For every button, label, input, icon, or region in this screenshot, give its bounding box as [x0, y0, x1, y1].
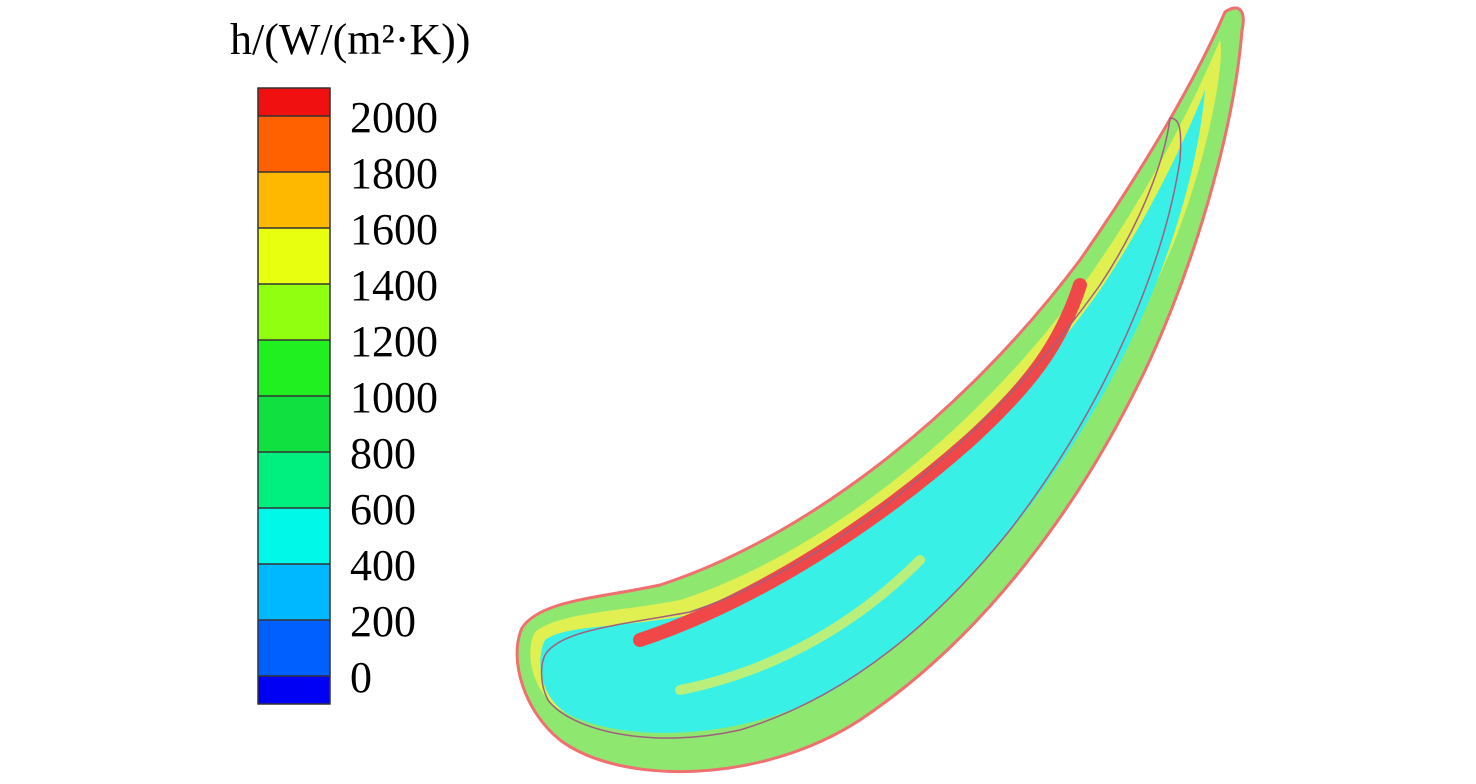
colorbar-tick-label: 1600 — [350, 205, 438, 254]
blade-band-yellow-inner — [675, 555, 925, 695]
colorbar-tick-label: 1200 — [350, 317, 438, 366]
colorbar-tick-label: 600 — [350, 485, 416, 534]
colorbar-segment — [258, 564, 330, 620]
colorbar-segment — [258, 284, 330, 340]
colorbar-segment — [258, 116, 330, 172]
colorbar-segment — [258, 452, 330, 508]
colorbar-segment — [258, 340, 330, 396]
colorbar-title: h/(W/(m²·K)) — [230, 15, 470, 64]
colorbar-segment — [258, 88, 330, 116]
colorbar-tick-label: 1000 — [350, 373, 438, 422]
colorbar-tick-label: 400 — [350, 541, 416, 590]
colorbar-tick-label: 1400 — [350, 261, 438, 310]
colorbar-segment — [258, 228, 330, 284]
colorbar-tick-label: 2000 — [350, 93, 438, 142]
colorbar-segment — [258, 172, 330, 228]
colorbar-tick-label: 200 — [350, 597, 416, 646]
blade-contour — [515, 6, 1245, 774]
colorbar-segment — [258, 620, 330, 676]
colorbar-segment — [258, 396, 330, 452]
colorbar-segment — [258, 508, 330, 564]
blade-outer — [515, 6, 1245, 774]
colorbar-segment — [258, 676, 330, 704]
colorbar-tick-label: 1800 — [350, 149, 438, 198]
colorbar-tick-label: 0 — [350, 653, 372, 702]
blade-inner-line — [540, 117, 1182, 739]
colorbar-tick-label: 800 — [350, 429, 416, 478]
colorbar-frame — [257, 87, 331, 705]
